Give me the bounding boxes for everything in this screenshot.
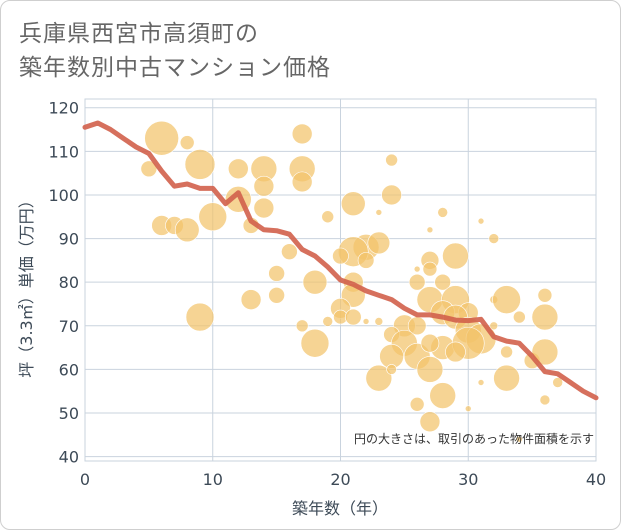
x-tick-label: 20 bbox=[330, 470, 350, 489]
data-bubble bbox=[198, 202, 228, 232]
x-tick-label: 40 bbox=[586, 470, 606, 489]
data-bubble bbox=[537, 287, 553, 303]
data-bubble bbox=[464, 405, 472, 412]
data-bubble bbox=[429, 382, 457, 409]
data-bubble bbox=[531, 303, 559, 331]
data-bubble bbox=[268, 265, 285, 282]
data-bubble bbox=[174, 217, 200, 243]
y-tick-label: 120 bbox=[48, 99, 79, 118]
y-tick-label: 80 bbox=[59, 273, 79, 292]
x-tick-label: 0 bbox=[80, 470, 90, 489]
data-bubble bbox=[477, 217, 485, 225]
data-bubble bbox=[140, 160, 158, 178]
data-bubble bbox=[340, 191, 366, 216]
data-bubble bbox=[365, 364, 393, 392]
y-tick-label: 40 bbox=[59, 448, 79, 467]
data-bubble bbox=[253, 197, 275, 219]
data-bubble bbox=[493, 364, 520, 392]
data-bubble bbox=[385, 153, 398, 167]
data-bubble bbox=[552, 377, 563, 388]
data-bubble bbox=[516, 435, 523, 443]
data-bubble bbox=[302, 269, 328, 295]
data-bubble bbox=[253, 175, 275, 197]
data-bubble bbox=[409, 397, 425, 412]
chart-title-line-2: 築年数別中古マンション価格 bbox=[19, 55, 331, 81]
x-axis-title: 築年数（年） bbox=[292, 499, 388, 518]
y-axis-title: 坪（3.3㎡）単価（万円） bbox=[17, 192, 36, 377]
data-bubble bbox=[144, 120, 179, 156]
x-tick-label: 30 bbox=[458, 470, 478, 489]
data-bubble bbox=[422, 261, 438, 277]
grid-lines bbox=[84, 98, 597, 462]
data-bubble bbox=[489, 321, 499, 331]
y-tick-label: 50 bbox=[59, 404, 79, 423]
data-bubble bbox=[295, 319, 309, 333]
data-bubble bbox=[344, 308, 362, 326]
data-bubble bbox=[386, 364, 397, 375]
data-bubble bbox=[300, 328, 330, 358]
data-bubble bbox=[291, 171, 313, 193]
data-bubble bbox=[184, 149, 216, 180]
y-tick-label: 90 bbox=[59, 230, 79, 249]
x-axis-ticks: 0 10 20 30 40 bbox=[80, 470, 606, 489]
data-bubble bbox=[500, 345, 513, 359]
chart-title: 兵庫県西宮市高須町の 築年数別中古マンション価格 bbox=[19, 17, 331, 85]
y-axis-ticks: 40 50 60 70 80 90 100 110 120 bbox=[48, 99, 79, 467]
x-tick-label: 10 bbox=[203, 470, 223, 489]
data-bubble bbox=[322, 316, 334, 327]
trend-line-group bbox=[82, 120, 599, 401]
data-bubble bbox=[362, 318, 370, 325]
y-tick-label: 70 bbox=[59, 317, 79, 336]
data-bubble bbox=[419, 411, 441, 433]
chart-title-line-1: 兵庫県西宮市高須町の bbox=[19, 21, 259, 47]
data-bubble bbox=[492, 285, 521, 314]
data-bubble bbox=[442, 242, 469, 270]
data-bubble bbox=[367, 231, 391, 255]
data-bubble bbox=[374, 317, 384, 326]
data-bubble bbox=[357, 252, 375, 269]
data-bubble bbox=[420, 333, 440, 353]
data-bubble bbox=[445, 341, 466, 363]
y-tick-label: 60 bbox=[59, 360, 79, 379]
data-bubble bbox=[240, 289, 262, 310]
data-bubble bbox=[381, 184, 402, 206]
data-bubble bbox=[531, 338, 559, 366]
data-bubble bbox=[416, 356, 444, 383]
data-bubble bbox=[413, 265, 421, 273]
data-bubble bbox=[185, 302, 215, 332]
bubbles bbox=[140, 120, 563, 443]
data-bubble bbox=[408, 273, 426, 291]
data-bubble bbox=[179, 135, 195, 150]
data-bubble bbox=[437, 207, 449, 218]
y-tick-label: 100 bbox=[48, 186, 79, 205]
data-bubble bbox=[426, 226, 434, 234]
data-bubble bbox=[513, 310, 526, 324]
trend-line bbox=[82, 120, 599, 401]
data-bubble bbox=[291, 123, 313, 145]
data-bubble bbox=[434, 273, 452, 291]
size-note: 円の大きさは、取引のあった物件面積を示す bbox=[354, 431, 594, 446]
data-bubble bbox=[332, 247, 349, 265]
data-bubble bbox=[228, 158, 249, 180]
data-bubble bbox=[281, 243, 298, 260]
data-bubble bbox=[477, 379, 485, 386]
data-bubble bbox=[539, 394, 551, 406]
data-bubble bbox=[321, 210, 335, 224]
data-bubble bbox=[268, 286, 285, 304]
data-bubble bbox=[488, 233, 500, 244]
y-tick-label: 110 bbox=[48, 142, 79, 161]
data-bubble bbox=[375, 209, 383, 216]
